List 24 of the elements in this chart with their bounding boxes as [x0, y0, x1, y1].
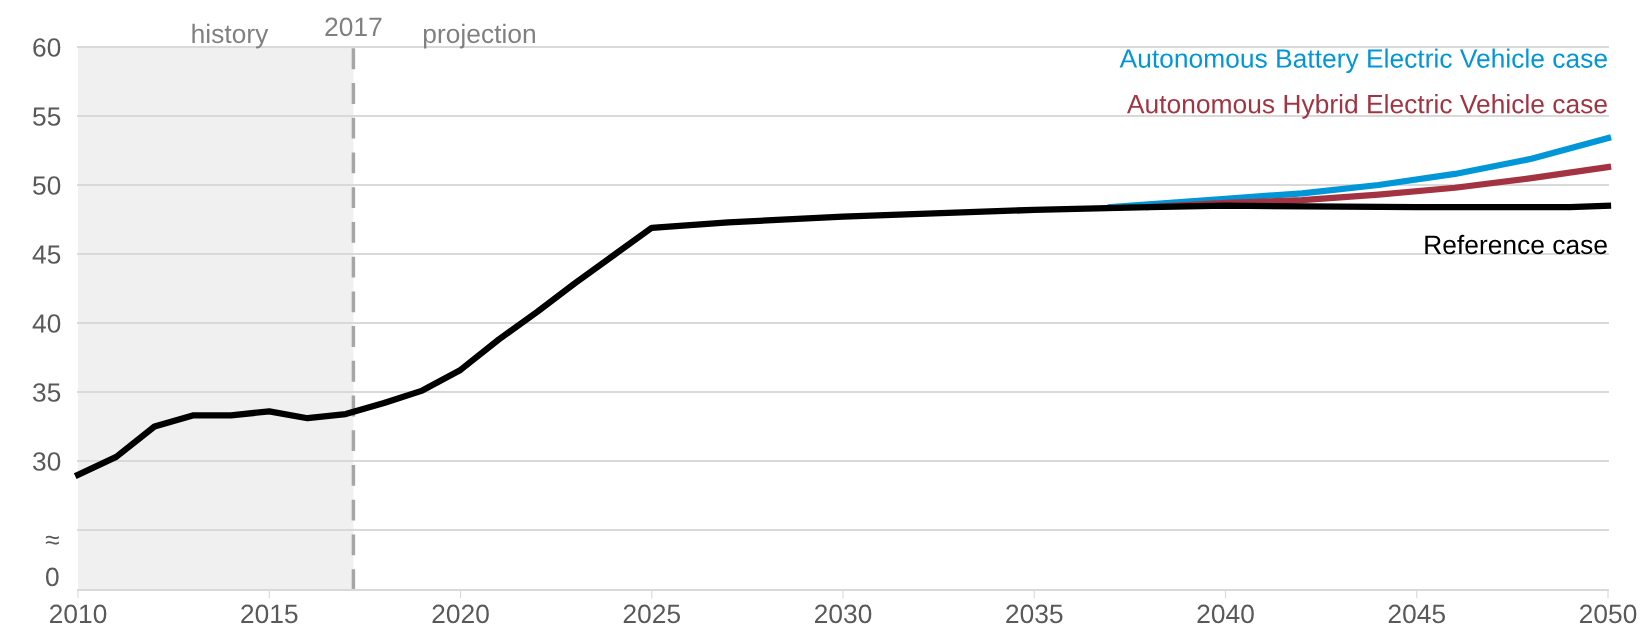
y-tick-label: 40 [32, 314, 61, 333]
series-label: Reference case [1425, 234, 1607, 255]
x-tick-label: 2010 [49, 604, 107, 624]
x-tick-label: 2030 [814, 604, 872, 624]
y-tick-label: 35 [32, 383, 61, 402]
y-tick-label: 30 [32, 452, 61, 471]
annotation: projection [423, 23, 535, 49]
x-tick-label: 2015 [241, 604, 298, 624]
band-label: history [192, 23, 269, 49]
x-tick-label: 2035 [1006, 604, 1063, 624]
x-tick-label: 2040 [1197, 604, 1254, 624]
y-tick-label: 60 [33, 38, 61, 57]
y-tick-label: 50 [33, 176, 61, 195]
x-tick-label: 2020 [432, 604, 489, 624]
x-tick-label: 2050 [1579, 604, 1637, 624]
text: Autonomous Battery Electric Vehicle case [1119, 48, 1607, 74]
x-tick-label: 2045 [1388, 604, 1445, 624]
y-tick-label: 55 [33, 107, 61, 126]
ref-line-label: 2017 [325, 17, 382, 37]
text: 0 [46, 567, 59, 587]
y-tick-label: 45 [32, 245, 61, 264]
x-tick-label: 2025 [623, 604, 680, 624]
series-label: Autonomous Hybrid Electric Vehicle case [1126, 94, 1607, 119]
text: ≈ [45, 535, 59, 545]
